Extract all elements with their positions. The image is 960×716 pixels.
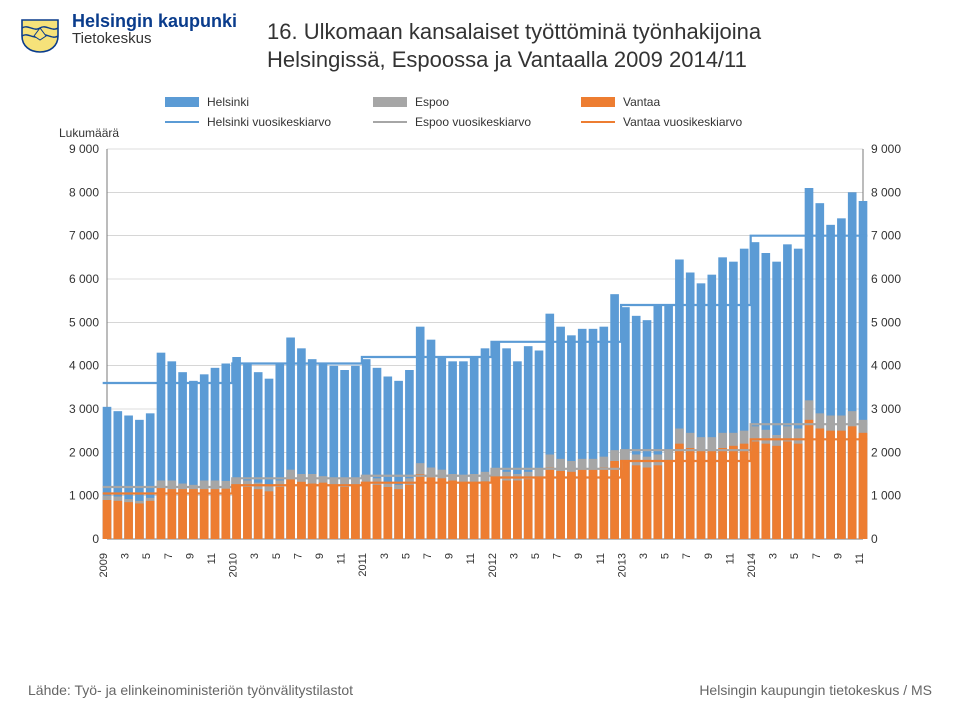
svg-text:6 000: 6 000 [69,272,99,286]
svg-text:2012: 2012 [487,553,499,577]
svg-text:2 000: 2 000 [69,445,99,459]
svg-text:4 000: 4 000 [69,359,99,373]
header: Helsingin kaupunki Tietokeskus 16. Ulkom… [0,0,960,81]
svg-text:3 000: 3 000 [69,402,99,416]
svg-text:9 000: 9 000 [69,142,99,156]
svg-text:8 000: 8 000 [69,185,99,199]
city-crest-icon [18,16,62,61]
unit-name: Tietokeskus [72,30,237,47]
svg-text:11: 11 [724,553,736,564]
title-line1: 16. Ulkomaan kansalaiset työttöminä työn… [267,19,761,44]
svg-text:7 000: 7 000 [871,229,901,243]
header-text: Helsingin kaupunki Tietokeskus [72,12,237,47]
svg-text:4 000: 4 000 [871,359,901,373]
svg-text:6 000: 6 000 [871,272,901,286]
chart-svg: Lukumäärä 0 0 1 000 1 000 2 000 2 000 3 000 3 00… [45,87,915,597]
svg-text:5: 5 [660,553,672,559]
svg-text:2 000: 2 000 [871,445,901,459]
svg-text:0: 0 [871,532,878,546]
chart-area: Helsinki Espoo Vantaa Helsinki vuosikesk… [45,87,915,597]
svg-text:3 000: 3 000 [871,402,901,416]
svg-text:3: 3 [379,553,391,559]
svg-text:1 000: 1 000 [871,489,901,503]
city-name: Helsingin kaupunki [72,12,237,31]
svg-text:2009: 2009 [98,553,110,577]
svg-text:5: 5 [400,553,412,559]
svg-text:9: 9 [444,553,456,559]
svg-text:5 000: 5 000 [871,315,901,329]
svg-text:11: 11 [465,553,477,564]
svg-text:11: 11 [854,553,866,564]
title-line2: Helsingissä, Espoossa ja Vantaalla 2009 … [267,47,747,72]
svg-text:2013: 2013 [616,553,628,577]
svg-text:5: 5 [789,553,801,559]
svg-text:2011: 2011 [357,553,369,577]
chart-title: 16. Ulkomaan kansalaiset työttöminä työn… [267,12,761,73]
svg-text:9: 9 [573,553,585,559]
svg-text:3: 3 [508,553,520,559]
svg-text:5: 5 [141,553,153,559]
svg-text:7: 7 [681,553,693,559]
svg-text:11: 11 [336,553,348,564]
svg-text:7: 7 [163,553,175,559]
svg-text:5: 5 [271,553,283,559]
svg-text:11: 11 [206,553,218,564]
svg-text:7: 7 [811,553,823,559]
svg-text:9: 9 [314,553,326,559]
svg-text:7: 7 [422,553,434,559]
svg-text:9: 9 [703,553,715,559]
svg-text:9 000: 9 000 [871,142,901,156]
svg-text:7: 7 [552,553,564,559]
svg-text:3: 3 [768,553,780,559]
svg-text:5 000: 5 000 [69,315,99,329]
svg-text:2014: 2014 [746,553,758,577]
svg-text:2010: 2010 [228,553,240,577]
svg-text:0: 0 [92,532,99,546]
svg-text:11: 11 [595,553,607,564]
svg-text:9: 9 [184,553,196,559]
footer-source: Lähde: Työ- ja elinkeinoministeriön työn… [28,682,353,698]
svg-text:3: 3 [120,553,132,559]
svg-text:Lukumäärä: Lukumäärä [59,126,119,140]
svg-text:3: 3 [638,553,650,559]
svg-text:7: 7 [292,553,304,559]
svg-text:7 000: 7 000 [69,229,99,243]
svg-text:8 000: 8 000 [871,185,901,199]
svg-text:9: 9 [832,553,844,559]
footer-right: Helsingin kaupungin tietokeskus / MS [699,682,932,698]
svg-text:1 000: 1 000 [69,489,99,503]
svg-text:3: 3 [249,553,261,559]
svg-text:5: 5 [530,553,542,559]
